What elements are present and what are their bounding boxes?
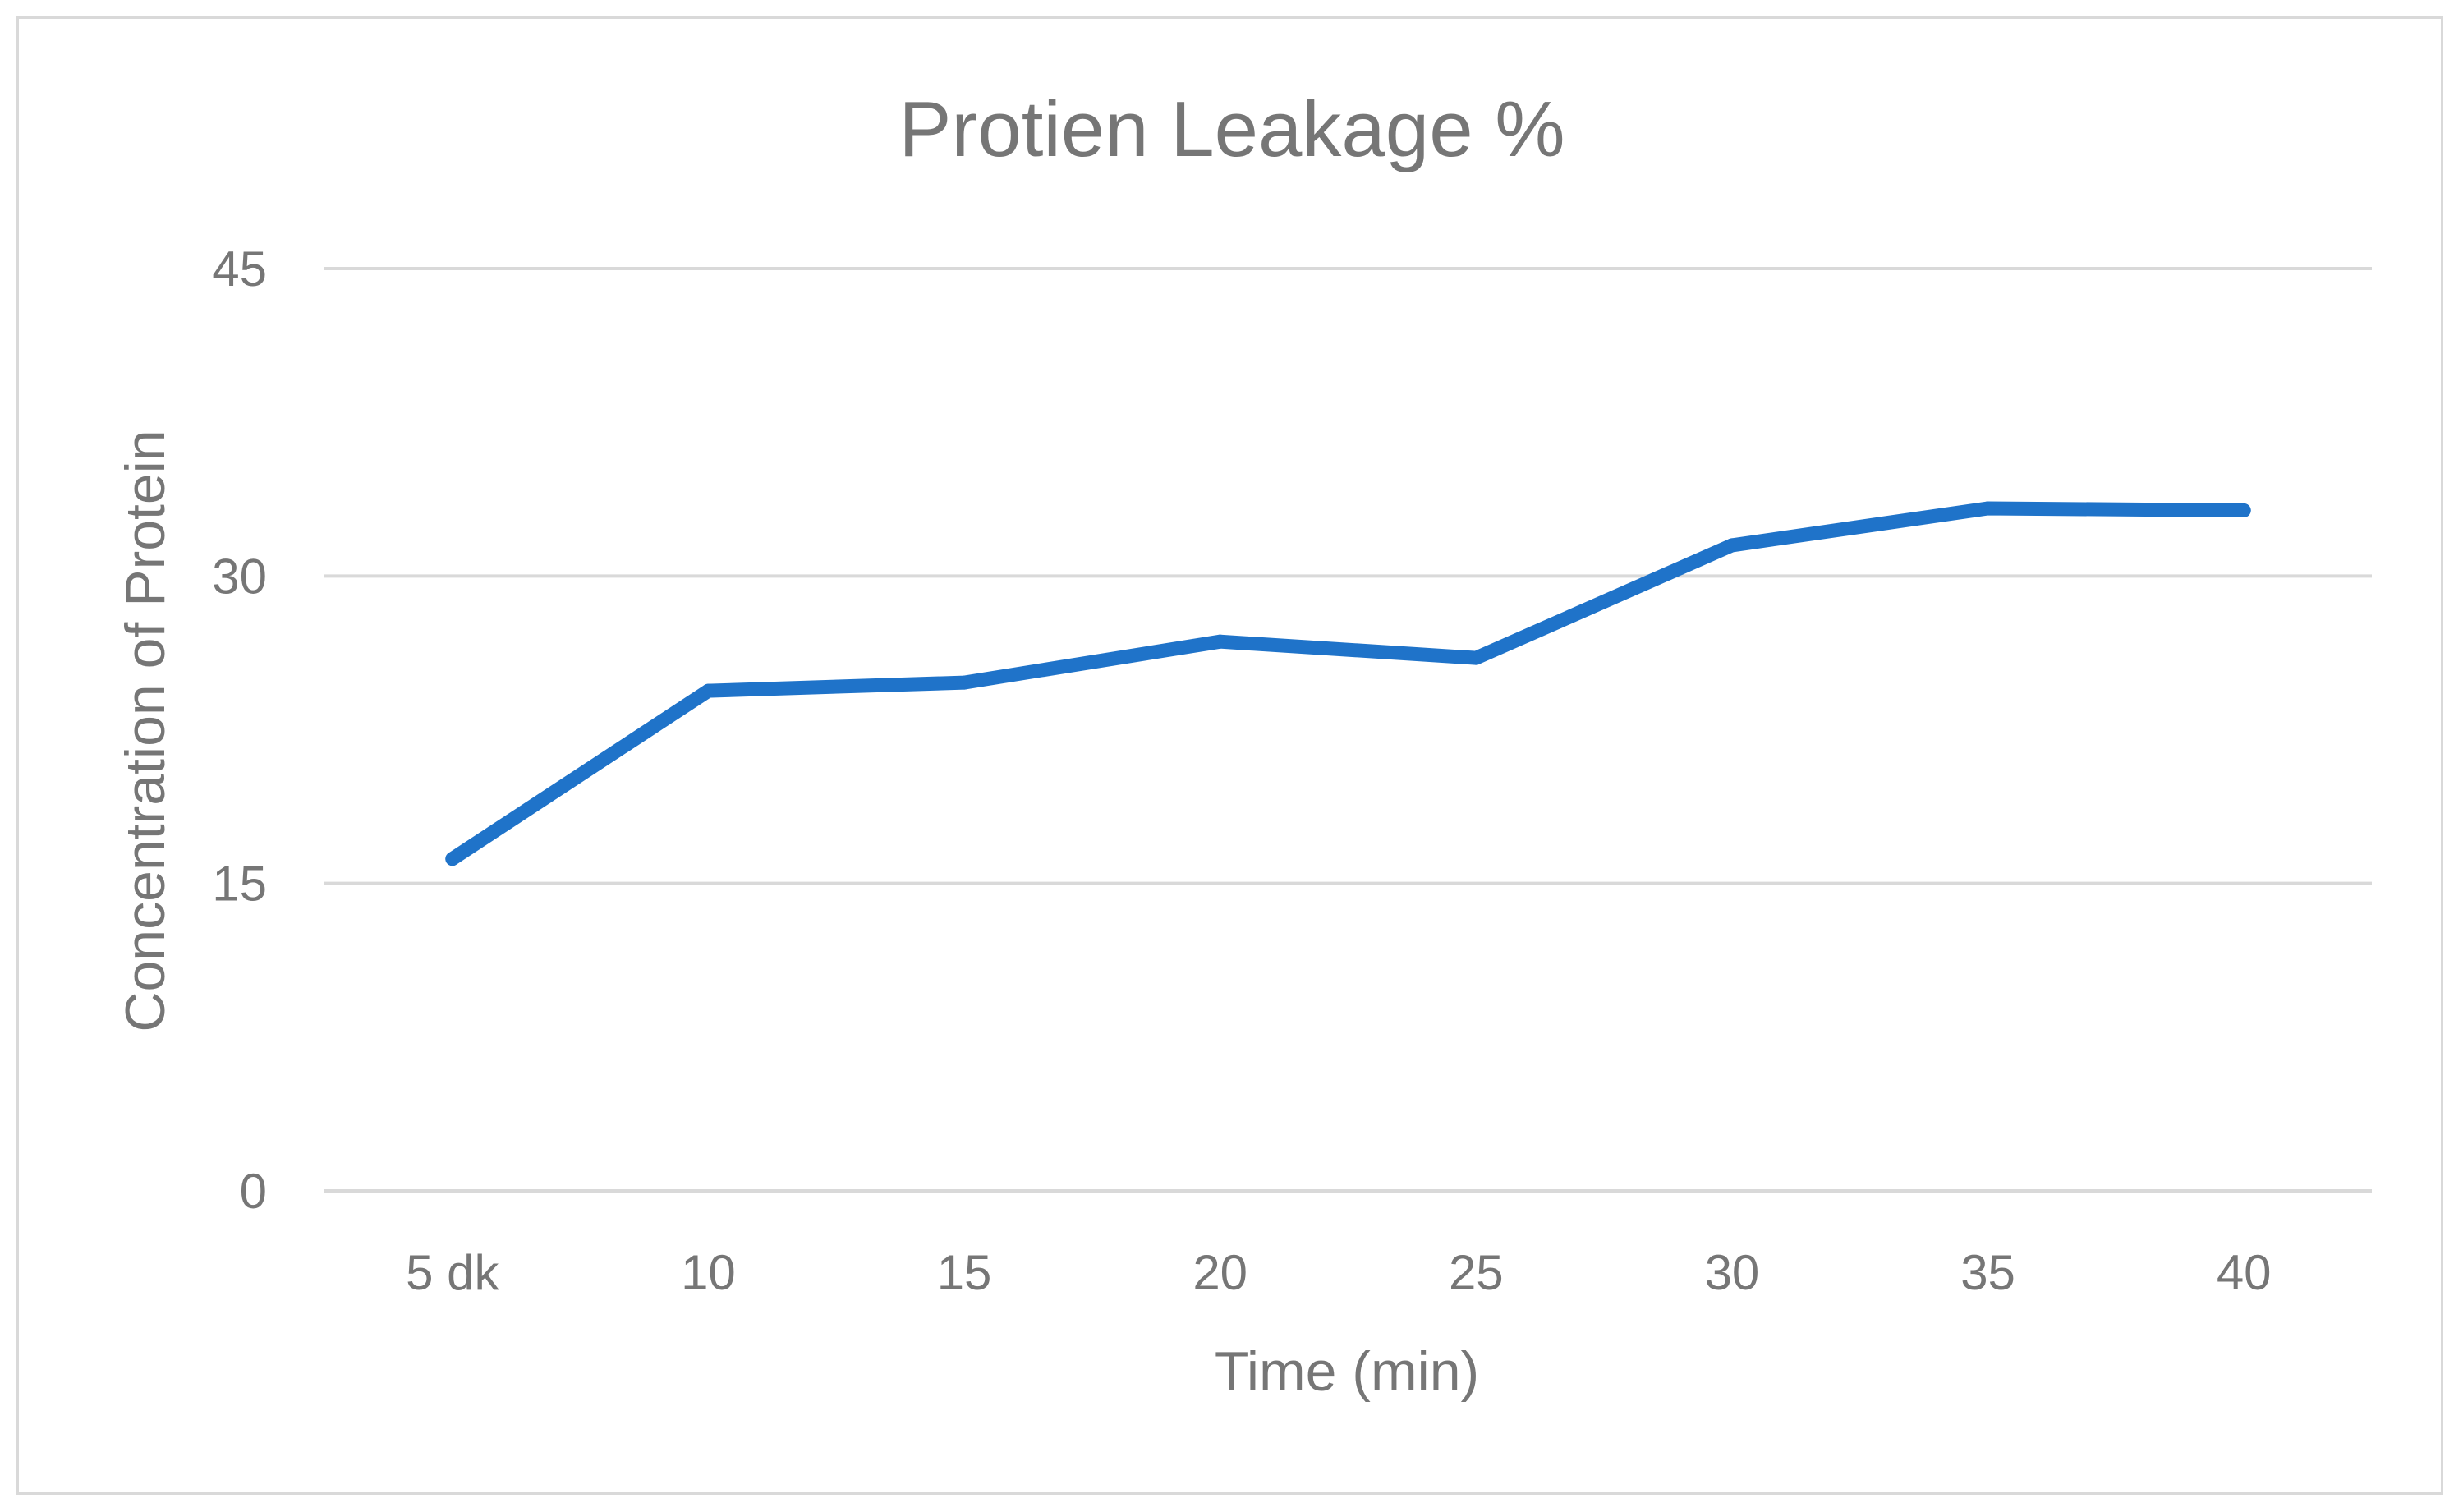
gridlines [324,267,2372,1193]
chart-frame [16,16,2443,1495]
y-axis-ticks: 0 15 30 45 [212,241,267,1219]
series-line-0 [445,501,2251,866]
data-point [1213,634,1228,649]
data-point [1981,501,1996,516]
x-axis-title: Time (min) [1215,1340,1479,1403]
data-point [701,683,715,698]
y-tick-label: 15 [212,857,267,912]
y-tick-label: 30 [212,549,267,604]
y-tick-label: 0 [240,1164,267,1219]
x-tick-label: 10 [681,1245,736,1300]
x-tick-label: 40 [2217,1245,2272,1300]
x-tick-label: 15 [937,1245,992,1300]
x-tick-label: 30 [1705,1245,1760,1300]
chart-title: Protien Leakage % [898,85,1565,173]
x-axis-ticks: 5 dk 10 15 20 25 30 35 40 [406,1245,2271,1300]
series-group [445,501,2251,866]
data-point [2236,503,2251,517]
x-tick-label: 5 dk [406,1245,499,1300]
x-tick-label: 35 [1960,1245,2015,1300]
data-point [957,675,972,690]
x-tick-label: 25 [1449,1245,1504,1300]
data-point [1468,650,1483,665]
x-tick-label: 20 [1192,1245,1248,1300]
data-point [445,852,460,866]
data-point [1725,538,1739,553]
y-tick-label: 45 [212,241,267,296]
y-axis-title: Concentration of Protein [114,430,177,1032]
